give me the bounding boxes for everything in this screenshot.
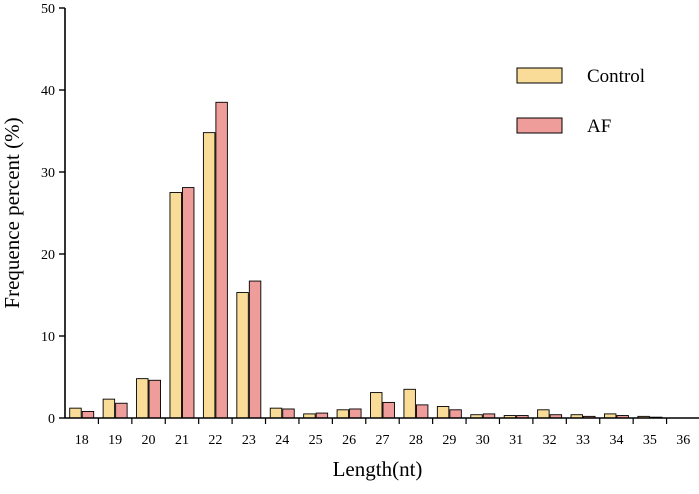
bar-control-18 [69, 407, 82, 419]
bar-control-26 [336, 409, 350, 419]
y-tick-label-40: 40 [41, 84, 55, 99]
bar-af-23 [248, 280, 262, 419]
legend-swatch-control [516, 67, 563, 84]
x-tick-label-33: 33 [576, 433, 590, 448]
bar-control-24 [269, 407, 283, 419]
x-tick-label-22: 22 [208, 433, 222, 448]
bar-af-18 [81, 410, 95, 419]
bar-af-29 [449, 409, 462, 419]
x-tick-label-19: 19 [108, 433, 122, 448]
x-tick-label-24: 24 [275, 433, 289, 448]
legend-label-control: Control [587, 66, 645, 87]
y-tick-label-50: 50 [41, 2, 55, 17]
x-tick-label-23: 23 [242, 433, 256, 448]
y-tick-label-0: 0 [48, 412, 55, 427]
bar-control-32 [537, 409, 550, 419]
bar-control-29 [436, 406, 450, 419]
y-tick-label-10: 10 [41, 330, 55, 345]
x-tick-label-28: 28 [409, 433, 423, 448]
x-tick-label-34: 34 [609, 433, 623, 448]
axes-layer [64, 8, 699, 419]
bar-af-24 [282, 408, 295, 419]
bar-af-26 [349, 408, 362, 419]
bar-control-23 [236, 292, 249, 419]
x-tick-label-30: 30 [476, 433, 490, 448]
bar-af-21 [182, 187, 195, 419]
bar-control-22 [202, 132, 216, 419]
bar-control-21 [169, 192, 182, 419]
x-tick-label-25: 25 [309, 433, 323, 448]
bar-control-27 [370, 392, 383, 419]
x-tick-label-26: 26 [342, 433, 356, 448]
x-tick-label-35: 35 [643, 433, 657, 448]
x-axis-title: Length(nt) [333, 457, 423, 481]
x-tick-label-29: 29 [442, 433, 456, 448]
x-tick-label-36: 36 [676, 433, 690, 448]
y-axis-title: Frequence percent (%) [0, 117, 24, 308]
bar-af-20 [148, 379, 162, 419]
bar-af-22 [215, 101, 228, 419]
bar-af-28 [415, 404, 429, 419]
bar-control-20 [136, 378, 149, 419]
bar-control-19 [102, 398, 116, 419]
x-tick-label-20: 20 [142, 433, 156, 448]
x-tick-label-31: 31 [509, 433, 523, 448]
bar-control-28 [403, 388, 416, 419]
bar-af-27 [382, 401, 395, 419]
legend-label-af: AF [587, 116, 611, 137]
x-tick-label-21: 21 [175, 433, 189, 448]
x-tick-label-32: 32 [543, 433, 557, 448]
legend: Control AF [516, 66, 645, 137]
x-ticks: 18 19 20 21 22 23 24 25 26 27 28 29 30 31 32 33 34 35 36 [75, 418, 690, 448]
x-tick-label-18: 18 [75, 433, 89, 448]
y-tick-label-30: 30 [41, 166, 55, 181]
y-ticks: 0 10 20 30 40 50 [41, 2, 65, 427]
bar-af-19 [115, 402, 128, 419]
x-tick-label-27: 27 [376, 433, 390, 448]
legend-swatch-af [516, 117, 563, 134]
y-tick-label-20: 20 [41, 248, 55, 263]
bars-layer [69, 101, 663, 419]
